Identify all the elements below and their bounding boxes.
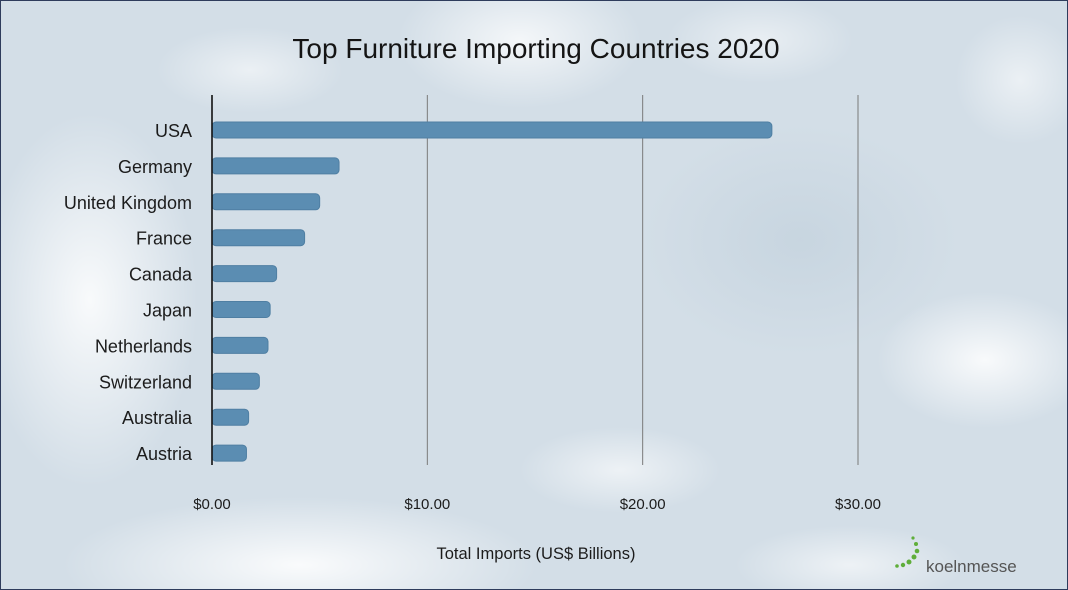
- bar-australia: [211, 408, 250, 426]
- bar-switzerland: [211, 372, 260, 390]
- category-label: Germany: [118, 157, 192, 177]
- koelnmesse-dots-icon: [895, 536, 920, 568]
- category-label: Australia: [122, 408, 193, 428]
- x-tick-label: $30.00: [835, 496, 881, 513]
- category-label: Austria: [136, 444, 193, 464]
- chart-title: Top Furniture Importing Countries 2020: [292, 33, 779, 64]
- category-label: France: [136, 229, 192, 249]
- koelnmesse-logo: koelnmesse: [895, 536, 1017, 576]
- bar-united-kingdom: [211, 193, 321, 211]
- category-label: Japan: [143, 301, 192, 321]
- category-label: Netherlands: [95, 336, 192, 356]
- koelnmesse-logo-text: koelnmesse: [926, 557, 1017, 576]
- bar-netherlands: [211, 336, 269, 354]
- x-tick-label: $20.00: [620, 496, 666, 513]
- category-label: United Kingdom: [64, 193, 192, 213]
- category-label: Canada: [129, 265, 193, 285]
- x-tick-label: $0.00: [193, 496, 231, 513]
- bars: [211, 121, 773, 462]
- bar-canada: [211, 265, 278, 283]
- bar-japan: [211, 301, 271, 318]
- gridlines: [426, 95, 859, 465]
- bar-germany: [211, 157, 340, 175]
- x-tick-labels: $0.00 $10.00 $20.00 $30.00: [193, 496, 881, 513]
- x-axis-label: Total Imports (US$ Billions): [437, 545, 636, 563]
- category-label: USA: [155, 121, 192, 141]
- category-label: Switzerland: [99, 372, 192, 392]
- bar-usa: [211, 121, 773, 139]
- x-tick-label: $10.00: [404, 496, 450, 513]
- category-labels: USA Germany United Kingdom France Canada Japa…: [64, 121, 193, 464]
- bar-france: [211, 229, 306, 247]
- bar-austria: [211, 444, 247, 462]
